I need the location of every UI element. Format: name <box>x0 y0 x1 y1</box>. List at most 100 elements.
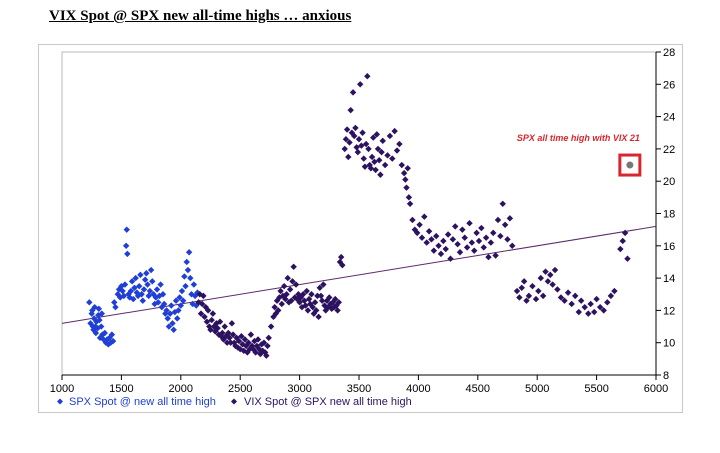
data-point <box>176 294 183 301</box>
x-tick-label-1000: 1000 <box>50 383 74 395</box>
data-point <box>241 336 249 343</box>
data-point <box>539 292 547 300</box>
data-point <box>435 242 442 249</box>
trendline <box>61 225 657 324</box>
data-point <box>406 200 414 208</box>
data-point <box>442 245 449 253</box>
data-point <box>535 287 542 295</box>
data-point <box>593 295 600 303</box>
data-point <box>409 216 416 224</box>
data-point <box>264 342 271 350</box>
data-point <box>263 352 270 359</box>
data-point <box>343 126 351 133</box>
data-point <box>111 299 118 306</box>
chart-frame <box>38 44 683 413</box>
y-tick-label-22: 22 <box>663 144 675 156</box>
legend-label-spx: SPX Spot @ new all time high <box>69 396 216 408</box>
x-tick-label-3500: 3500 <box>347 383 371 395</box>
data-point <box>101 329 108 337</box>
data-point <box>473 229 480 237</box>
data-point <box>591 308 598 316</box>
page-title: VIX Spot @ SPX new all-time highs … anxi… <box>49 8 352 24</box>
data-point <box>207 326 214 333</box>
data-point <box>430 247 438 254</box>
data-point <box>137 271 144 279</box>
data-point <box>504 236 511 243</box>
data-point <box>509 242 516 249</box>
data-point <box>290 263 297 270</box>
x-tick-label-1500: 1500 <box>109 383 133 395</box>
data-point <box>356 81 364 88</box>
data-point <box>223 339 231 346</box>
data-point <box>359 129 366 136</box>
data-point <box>468 239 476 246</box>
data-point <box>190 281 198 288</box>
data-point <box>304 307 312 314</box>
series-0 <box>86 226 201 348</box>
data-point <box>354 148 362 156</box>
data-point <box>619 237 626 245</box>
data-point <box>123 226 130 233</box>
data-point <box>232 342 239 350</box>
data-point <box>339 261 346 269</box>
data-point <box>551 266 559 274</box>
data-point <box>487 239 495 246</box>
data-point <box>147 266 155 274</box>
data-point <box>544 278 552 285</box>
data-point <box>221 323 228 330</box>
data-point <box>138 291 145 298</box>
data-point <box>611 287 618 295</box>
data-point <box>452 223 459 230</box>
data-point <box>163 307 170 314</box>
data-point <box>404 165 411 172</box>
data-point <box>151 300 158 308</box>
data-point <box>365 145 372 153</box>
y-axis-ticks: 8 10 12 14 16 18 20 22 24 26 28 <box>656 47 675 382</box>
y-tick-label-24: 24 <box>663 112 675 124</box>
series-marks <box>86 73 631 359</box>
data-point <box>604 299 611 306</box>
data-point <box>577 297 585 304</box>
data-point <box>373 131 381 138</box>
data-point <box>624 255 631 262</box>
data-point <box>149 278 156 285</box>
data-point <box>98 310 105 317</box>
data-point <box>122 242 130 249</box>
data-point <box>299 291 307 298</box>
data-point <box>341 145 348 153</box>
data-point <box>374 145 382 153</box>
data-point <box>136 282 143 290</box>
legend-label-vix: VIX Spot @ SPX new all time high <box>244 396 412 408</box>
data-point <box>280 282 288 290</box>
data-point <box>506 215 514 222</box>
y-tick-label-16: 16 <box>663 241 675 253</box>
data-point <box>379 137 386 145</box>
data-point <box>360 155 367 162</box>
x-axis-ticks: 1000 1500 2000 2500 3000 3500 4000 4500 5000 5500… <box>50 375 668 395</box>
data-point <box>375 157 383 164</box>
data-point <box>288 297 295 304</box>
y-tick-label-12: 12 <box>663 305 675 317</box>
data-point <box>416 221 423 229</box>
data-point <box>184 266 192 274</box>
data-point <box>581 303 588 311</box>
data-point <box>283 291 290 298</box>
data-point <box>425 228 433 235</box>
data-point <box>585 310 592 317</box>
data-point <box>284 274 291 282</box>
data-point <box>480 244 487 251</box>
legend-marker-spx <box>57 398 63 405</box>
data-point <box>347 106 354 114</box>
data-point <box>525 292 533 300</box>
data-point <box>494 216 502 224</box>
data-point <box>520 278 528 285</box>
data-point <box>568 300 575 308</box>
data-point <box>428 236 435 243</box>
data-point <box>402 176 409 183</box>
annotation-highlight-box <box>618 153 642 177</box>
data-point <box>607 292 615 300</box>
data-point <box>309 303 316 311</box>
data-point <box>214 324 221 332</box>
data-point <box>334 307 341 314</box>
